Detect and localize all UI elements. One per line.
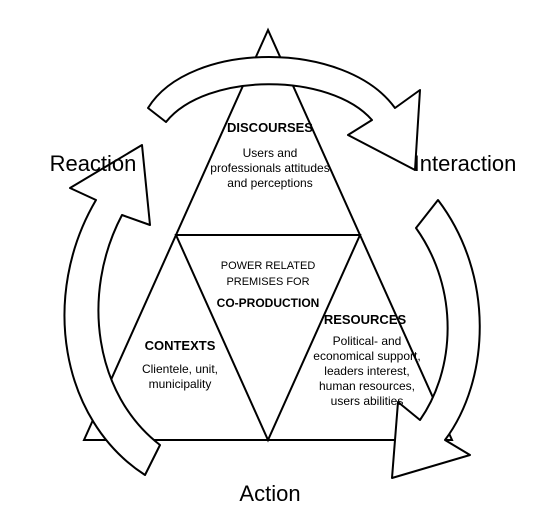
label-reaction: Reaction bbox=[28, 150, 158, 178]
right-body: Political- and economical support, leade… bbox=[305, 334, 429, 409]
center-line2: PREMISES FOR bbox=[198, 276, 338, 290]
top-body: Users and professionals attitudes and pe… bbox=[210, 146, 330, 191]
label-interaction: Interaction bbox=[400, 150, 530, 178]
center-bold: CO-PRODUCTION bbox=[198, 296, 338, 311]
diagram-svg bbox=[0, 0, 537, 517]
label-action: Action bbox=[200, 480, 340, 508]
top-heading: DISCOURSES bbox=[200, 120, 340, 136]
right-heading: RESOURCES bbox=[300, 312, 430, 328]
diagram-root: { "diagram": { "type": "infographic", "b… bbox=[0, 0, 537, 517]
center-line1: POWER RELATED bbox=[198, 260, 338, 274]
left-heading: CONTEXTS bbox=[120, 338, 240, 354]
left-body: Clientele, unit, municipality bbox=[120, 362, 240, 392]
